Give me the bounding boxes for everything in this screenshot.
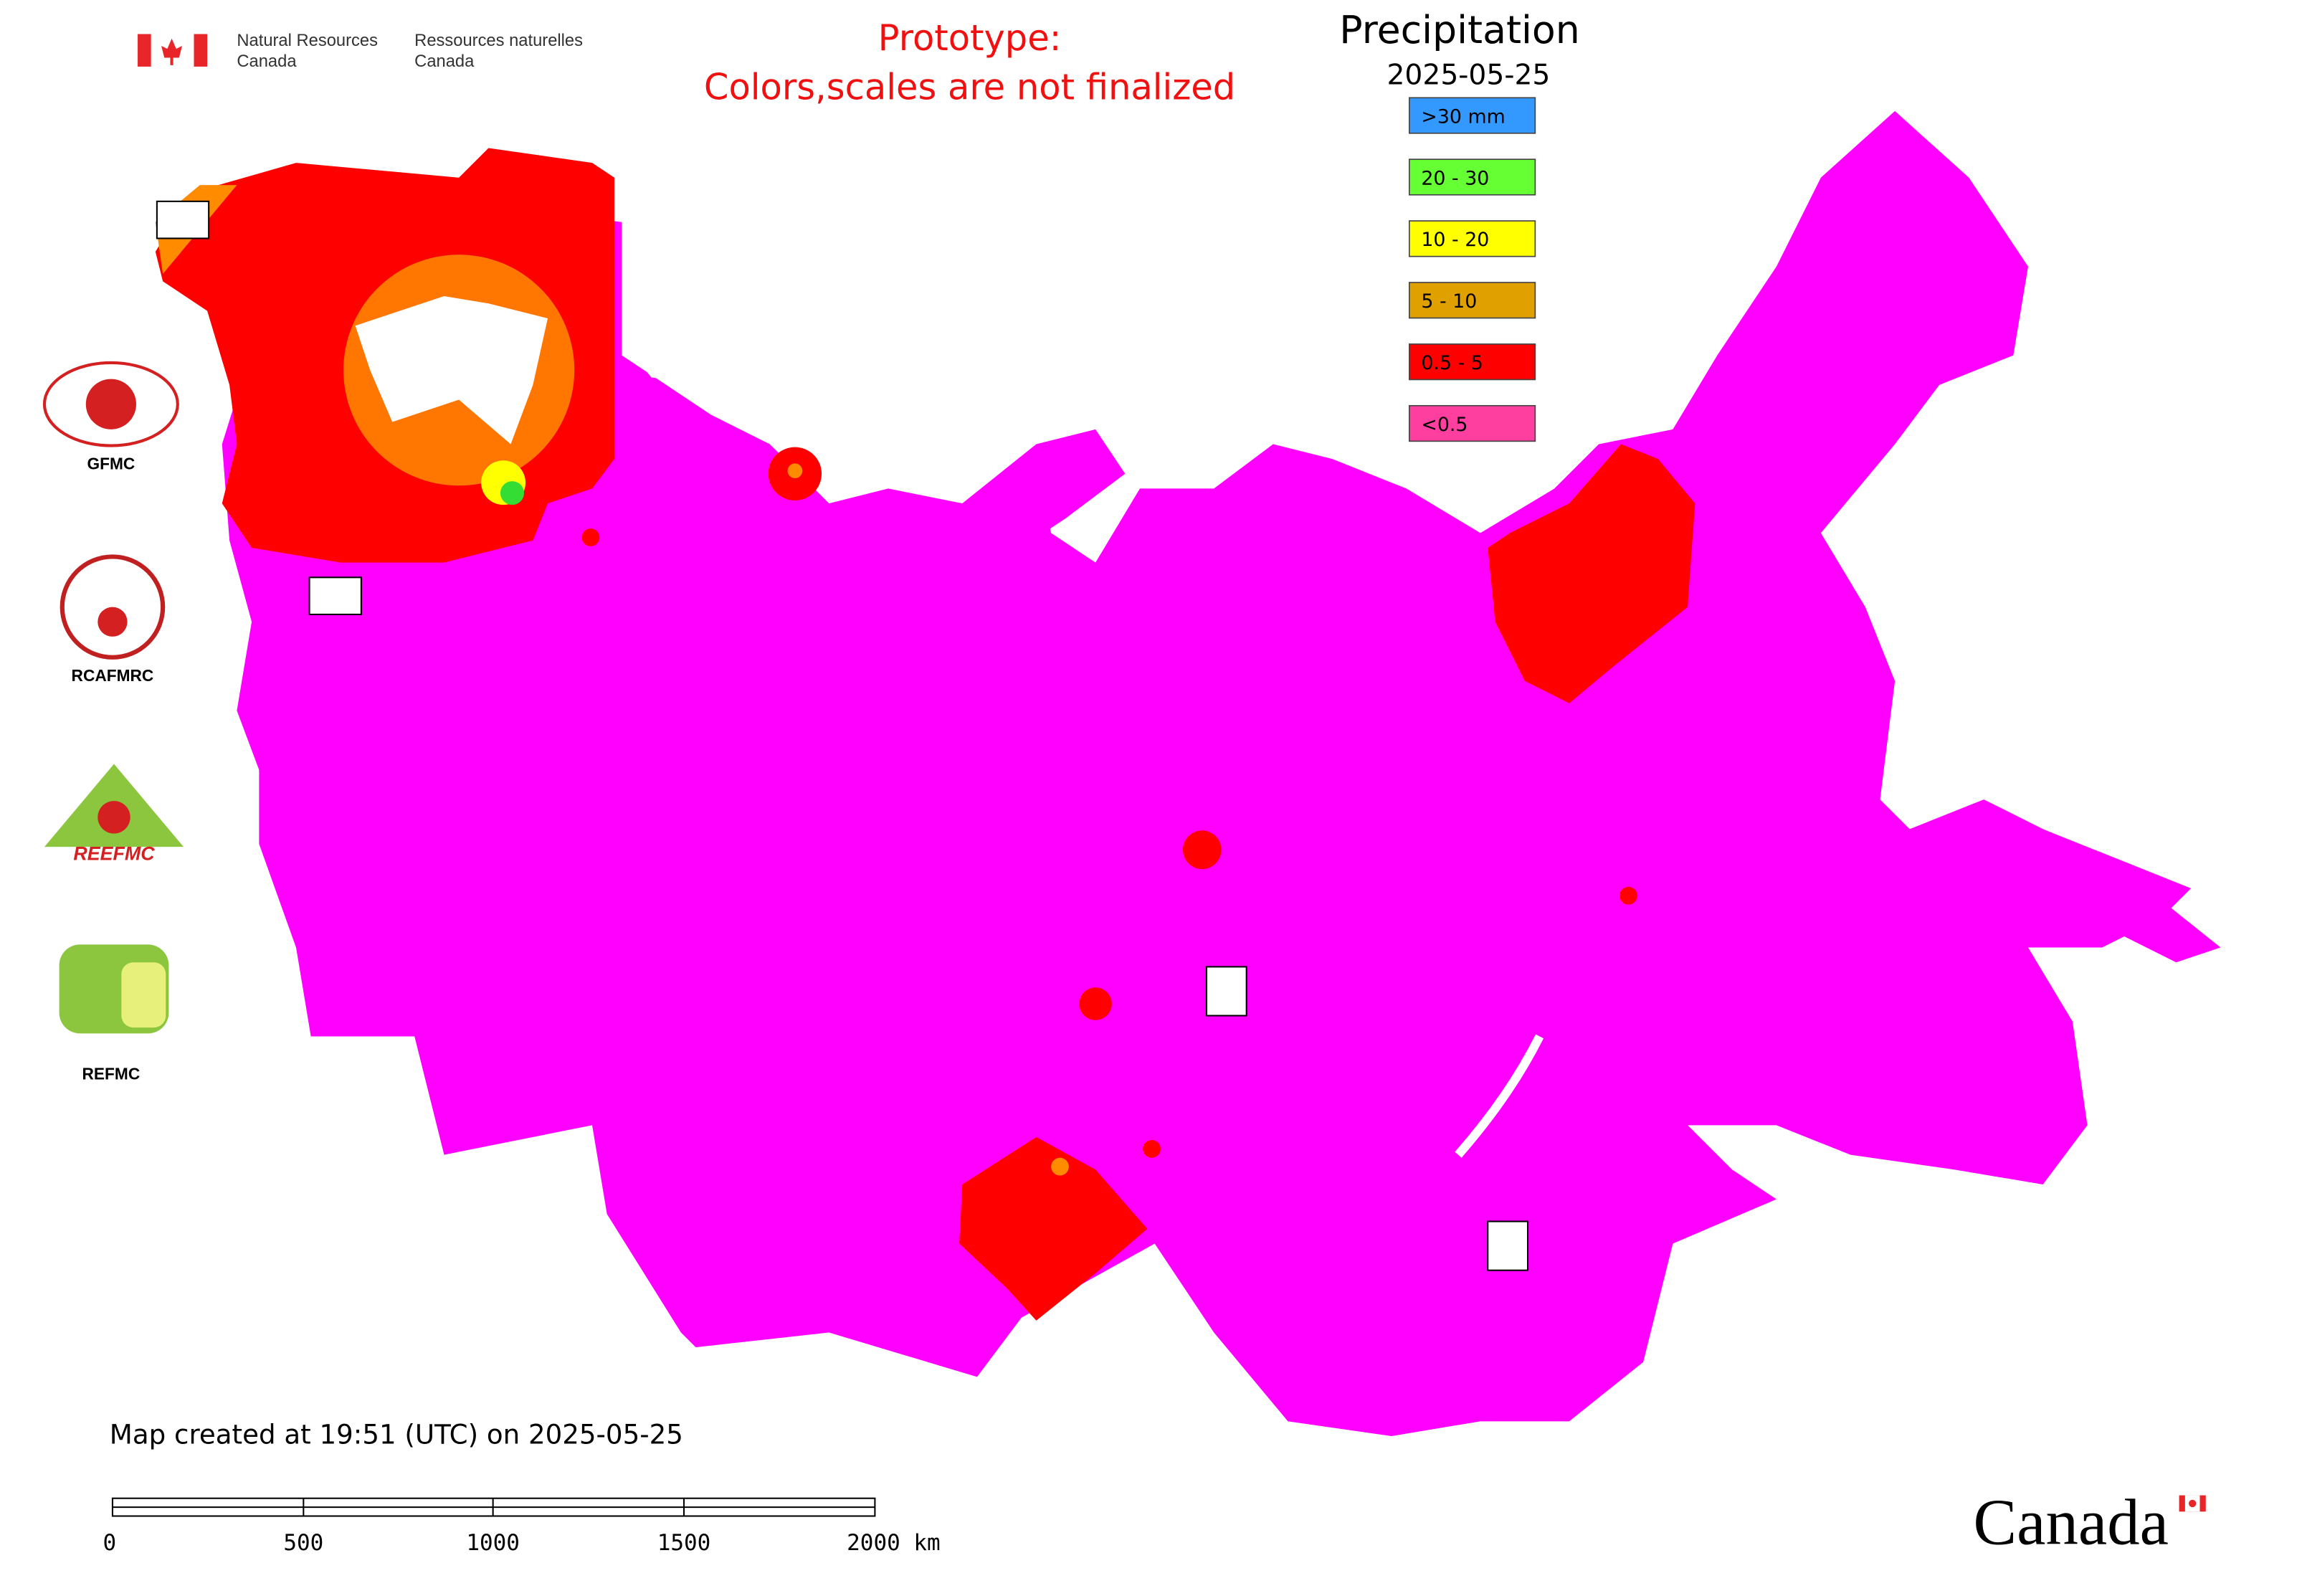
logos: GFMC RCAFMRC REEFMC REFMC — [42, 361, 184, 1083]
legend-label: 5 - 10 — [1421, 290, 1477, 313]
lake — [1455, 1034, 1544, 1158]
region-light-rain — [1079, 987, 1112, 1020]
legend-label: 20 - 30 — [1421, 167, 1489, 189]
creation-note: Map created at 19:51 (UTC) on 2025-05-25 — [110, 1419, 683, 1450]
agency-fr: Canada — [414, 52, 475, 71]
maple-leaf — [161, 38, 182, 65]
legend-swatch — [1409, 282, 1536, 319]
rcafmrc-logo — [60, 554, 166, 660]
canada-wordmark: Canada — [1974, 1486, 2169, 1559]
scale-bar: 0 500 1000 1500 2000 km — [103, 1497, 941, 1556]
center-icon — [308, 576, 362, 615]
region-light-rain — [1182, 830, 1222, 870]
logo-label: GFMC — [87, 455, 135, 473]
agency-en: Natural Resources — [237, 32, 378, 50]
legend-label: <0.5 — [1421, 414, 1468, 436]
center-icon — [1205, 966, 1247, 1017]
agency-fr: Ressources naturelles — [414, 32, 583, 50]
water — [622, 318, 741, 385]
region-light-rain — [959, 1136, 1148, 1321]
region-moderate-rain — [787, 463, 803, 478]
scale-label: 1500 — [657, 1530, 711, 1556]
scale-label: 1000 — [466, 1530, 520, 1556]
logo-label: REFMC — [82, 1064, 141, 1083]
region-dry — [222, 110, 2192, 1436]
center-icon — [1487, 1220, 1529, 1271]
scale-label: 500 — [283, 1530, 323, 1556]
legend-label: 10 - 20 — [1421, 229, 1489, 251]
logo-text: REEFMC — [73, 843, 155, 865]
refmc-logo — [121, 962, 166, 1028]
gfmc-logo — [42, 361, 179, 447]
map-area — [155, 110, 2221, 1436]
logo-label: RCAFMRC — [72, 666, 154, 685]
legend-swatch — [1409, 97, 1536, 134]
region-dry — [962, 429, 1126, 548]
flag-bar — [194, 34, 208, 67]
region-very-heavy-rain — [500, 481, 524, 505]
wordmark-flag — [2189, 1499, 2197, 1508]
legend-swatch — [1409, 158, 1536, 196]
agency-en: Canada — [237, 52, 297, 71]
legend: >30 mm 20 - 30 10 - 20 5 - 10 0.5 - 5 <0.5 — [1409, 97, 1536, 442]
region-light-rain — [1620, 886, 1637, 905]
legend-swatch — [1409, 343, 1536, 381]
legend-label: >30 mm — [1421, 105, 1505, 128]
prototype-notice: Prototype: — [878, 17, 1062, 59]
map-date: 2025-05-25 — [1387, 60, 1550, 92]
rcafmrc-logo — [97, 607, 128, 637]
scale-label: 0 — [103, 1530, 116, 1556]
government-header: Natural Resources Canada Ressources natu… — [138, 32, 583, 71]
water — [355, 295, 548, 445]
region-moderate-rain — [1051, 1157, 1069, 1176]
flag-bar — [138, 34, 151, 67]
region-light-rain — [1143, 1140, 1161, 1158]
scale-label: 2000 km — [847, 1530, 941, 1556]
prototype-notice: Colors,scales are not finalized — [704, 66, 1235, 108]
region-light-rain — [581, 528, 600, 546]
region-dry — [1984, 799, 2221, 963]
map-title: Precipitation — [1339, 7, 1579, 52]
legend-swatch — [1409, 404, 1536, 442]
legend-swatch — [1409, 220, 1536, 257]
gfmc-logo — [85, 379, 136, 429]
region-light-rain — [1488, 444, 1695, 703]
legend-label: 0.5 - 5 — [1421, 352, 1483, 374]
reefmc-logo — [97, 801, 130, 834]
center-icon — [156, 200, 210, 239]
